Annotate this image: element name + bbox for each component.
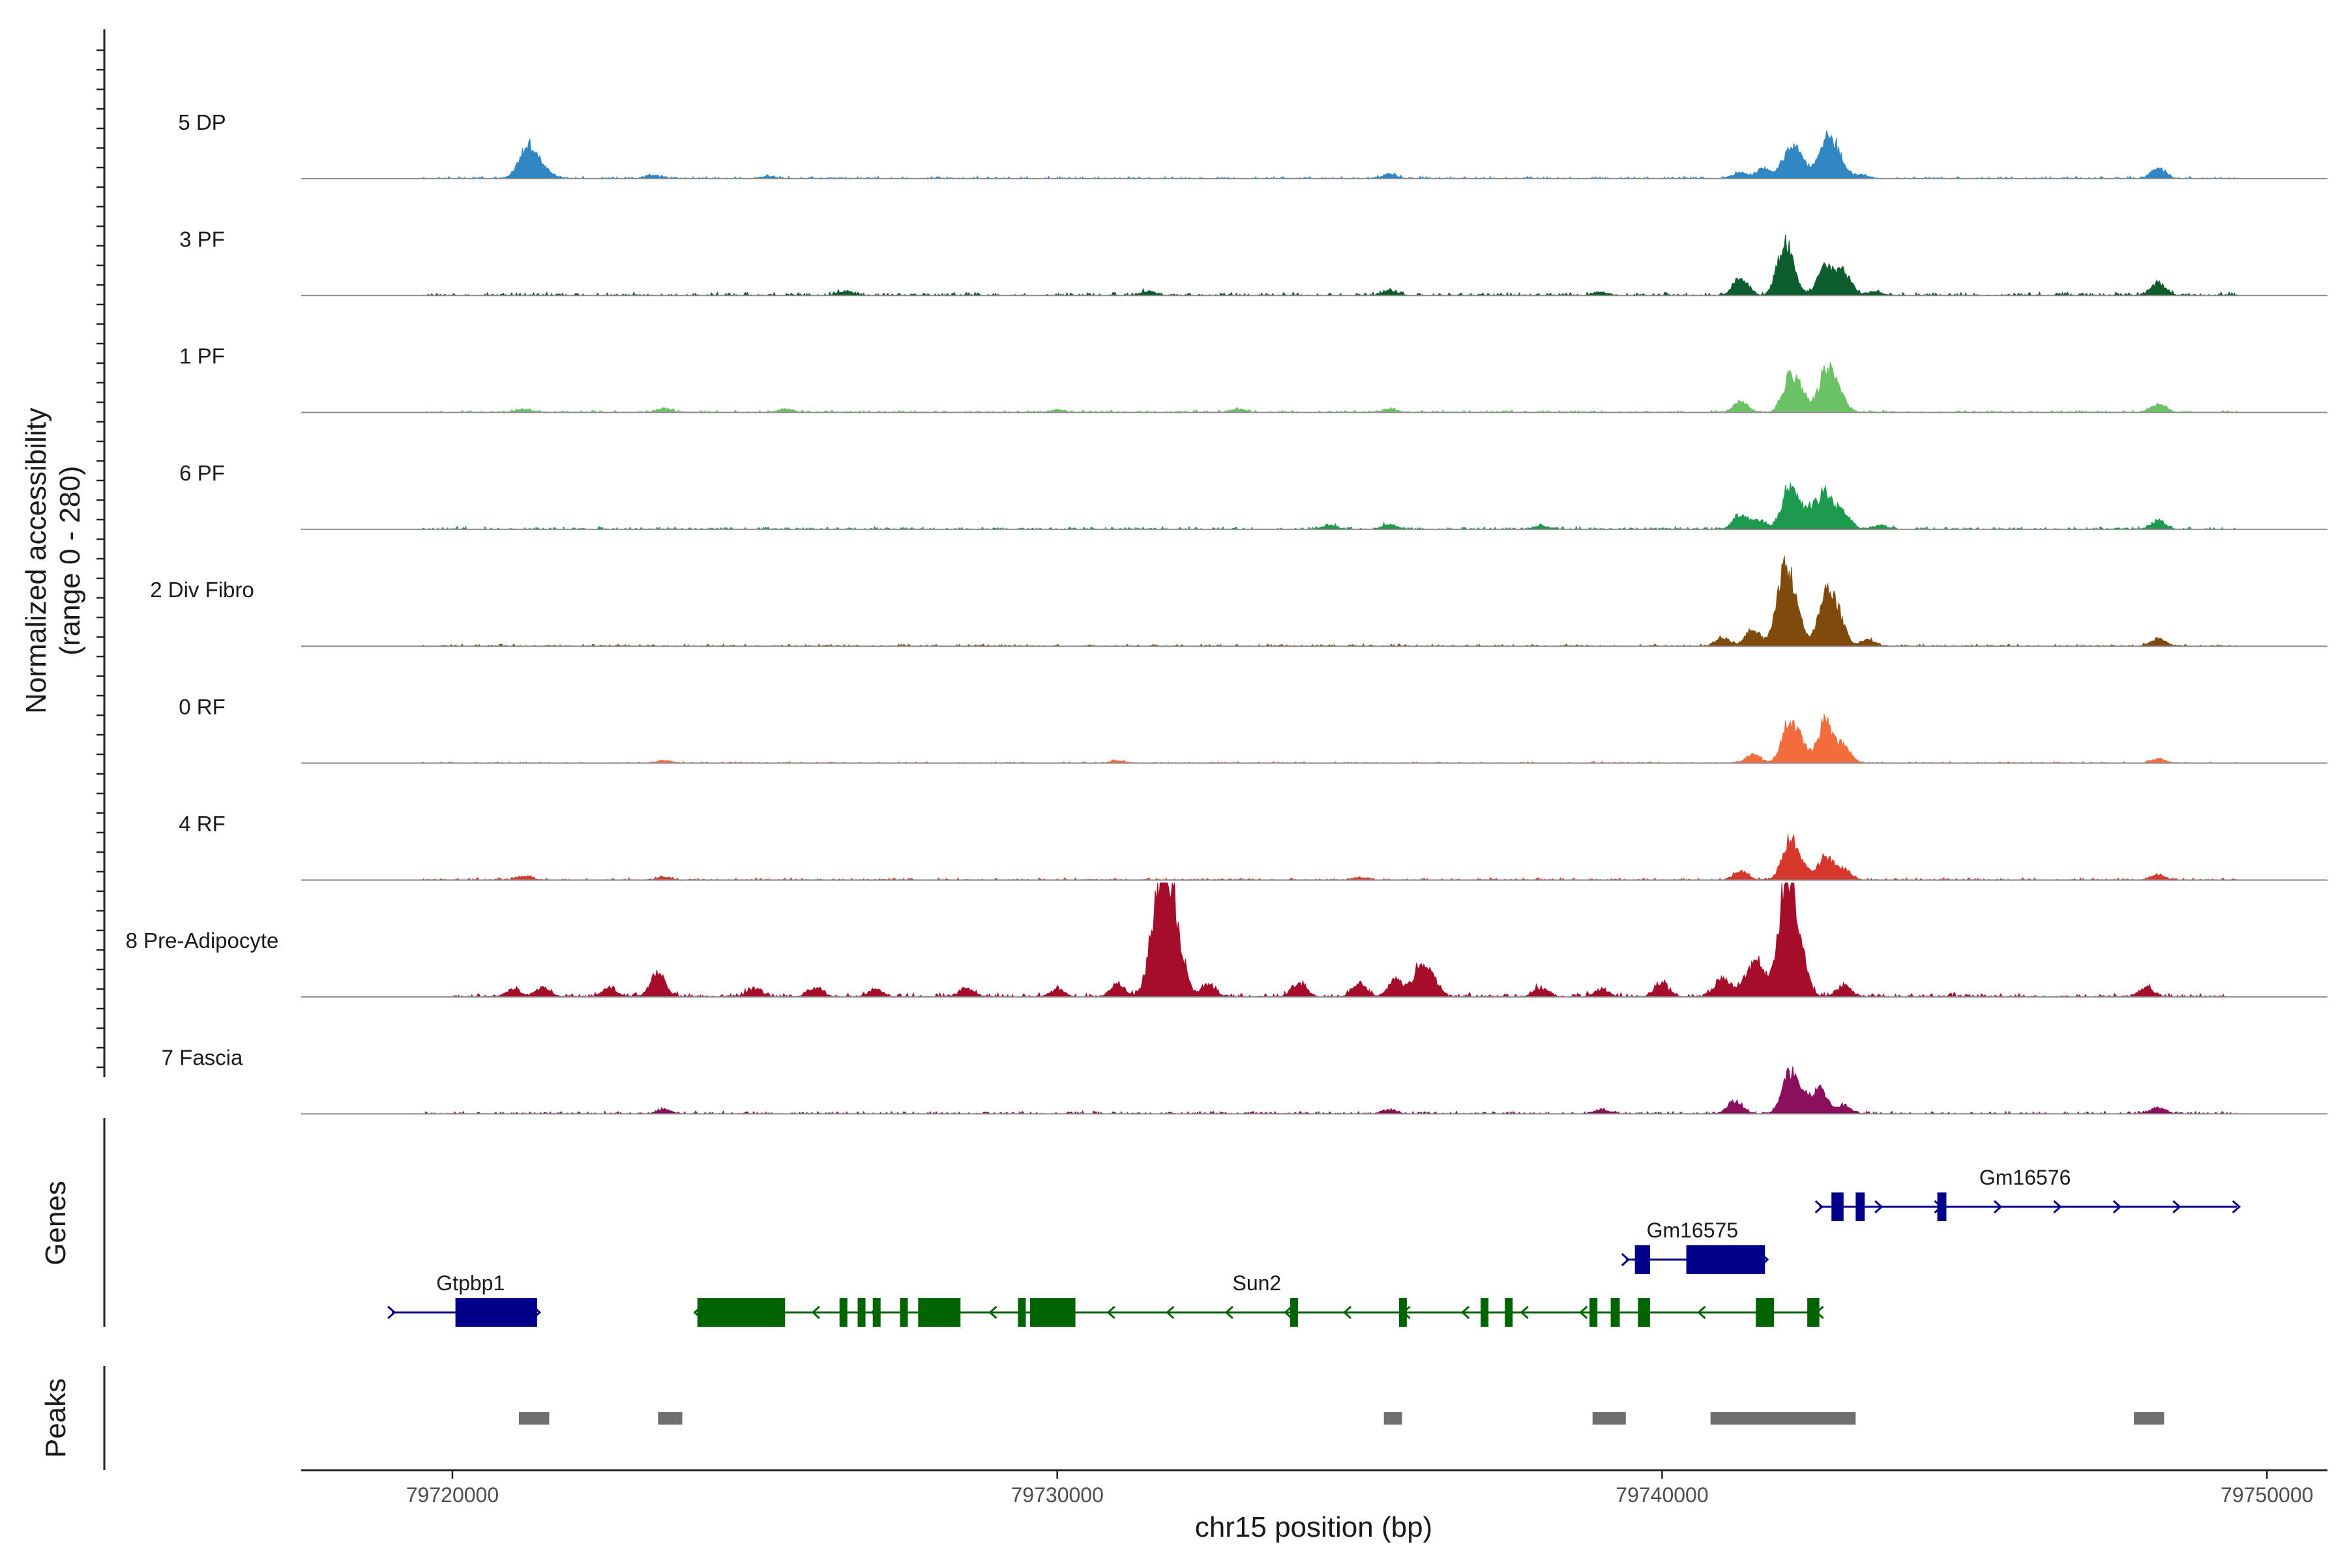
gene-gm16576: Gm16576 <box>1814 1166 2241 1221</box>
strand-arrow <box>988 1305 997 1320</box>
exon <box>1638 1298 1650 1327</box>
exon <box>1505 1298 1513 1327</box>
exon <box>1807 1298 1820 1327</box>
track-8-pre-adipocyte: 8 Pre-Adipocyte <box>126 882 2327 998</box>
coverage-tracks: 5 DP 3 PF 1 PF 6 PF 2 Div Fibro 0 RF 4 RF 8 Pre… <box>126 110 2327 1115</box>
gene-gtpbp1: Gtpbp1 <box>387 1271 542 1327</box>
track-3-pf: 3 PF <box>179 227 2327 297</box>
exon <box>1686 1245 1765 1274</box>
exon <box>1398 1298 1407 1327</box>
peak-region <box>1710 1412 1856 1425</box>
track-label: 4 RF <box>179 812 226 836</box>
peak-region <box>658 1412 683 1425</box>
track-7-fascia: 7 Fascia <box>162 1045 2327 1115</box>
genes-title: Genes <box>40 1181 72 1265</box>
track-5-dp: 5 DP <box>178 110 2327 180</box>
gene-label: Gm16575 <box>1647 1219 1739 1242</box>
x-tick-label: 79750000 <box>2221 1483 2313 1507</box>
peak-region <box>1383 1412 1402 1425</box>
coverage-area <box>421 130 2237 180</box>
x-axis-title: chr15 position (bp) <box>1195 1511 1432 1543</box>
track-label: 0 RF <box>179 695 226 719</box>
exon <box>1831 1192 1844 1221</box>
gene-sun2: Sun2 <box>693 1271 1824 1327</box>
peak-region <box>2134 1412 2164 1425</box>
exon <box>1029 1298 1076 1327</box>
coverage-area <box>451 882 2237 998</box>
exon <box>918 1298 961 1327</box>
strand-arrow <box>387 1305 396 1320</box>
x-tick-label: 79730000 <box>1011 1483 1104 1507</box>
track-1-pf: 1 PF <box>179 344 2327 413</box>
peaks-panel <box>103 1366 2164 1470</box>
exon <box>1481 1298 1489 1327</box>
strand-arrow <box>1342 1305 1352 1320</box>
gene-label: Gtpbp1 <box>436 1271 505 1295</box>
exon <box>900 1298 908 1327</box>
strand-arrow <box>2053 1200 2062 1214</box>
exon <box>697 1298 786 1327</box>
coverage-y-axis <box>96 29 106 1077</box>
coverage-area <box>422 361 2237 413</box>
coverage-area <box>422 482 2237 530</box>
strand-arrow <box>1579 1305 1588 1320</box>
strand-arrow <box>1621 1252 1631 1267</box>
strand-arrow <box>1697 1305 1706 1320</box>
track-label: 8 Pre-Adipocyte <box>126 928 279 953</box>
track-label: 3 PF <box>179 227 225 251</box>
peaks-title: Peaks <box>40 1378 72 1458</box>
exon <box>455 1298 537 1327</box>
strand-arrow <box>811 1305 820 1320</box>
exon <box>872 1298 881 1327</box>
exon <box>1634 1245 1650 1274</box>
track-label: 5 DP <box>178 110 226 134</box>
strand-arrow <box>1224 1305 1233 1320</box>
exon <box>1756 1298 1775 1327</box>
strand-arrow <box>1106 1305 1115 1320</box>
coverage-area <box>421 555 2238 647</box>
gene-label: Sun2 <box>1232 1271 1281 1295</box>
exon <box>1290 1298 1298 1327</box>
track-6-pf: 6 PF <box>179 461 2327 530</box>
exon <box>857 1298 866 1327</box>
exon <box>1855 1192 1865 1221</box>
x-tick-label: 79720000 <box>406 1483 499 1507</box>
track-4-rf: 4 RF <box>179 812 2327 881</box>
track-label: 2 Div Fibro <box>150 578 254 602</box>
track-label: 6 PF <box>179 461 225 485</box>
strand-arrow <box>1874 1200 1883 1214</box>
y-axis-title: Normalized accessibility <box>20 407 52 713</box>
track-label: 7 Fascia <box>162 1045 243 1069</box>
exon <box>1589 1298 1598 1327</box>
strand-arrow <box>2232 1200 2241 1214</box>
strand-arrow <box>1994 1200 2003 1214</box>
exon <box>1018 1298 1026 1327</box>
peak-region <box>518 1412 550 1425</box>
strand-arrow <box>1814 1200 1823 1214</box>
strand-arrow <box>1460 1305 1470 1320</box>
gene-label: Gm16576 <box>1979 1166 2071 1189</box>
track-0-rf: 0 RF <box>179 695 2327 764</box>
coverage-area <box>421 833 2238 881</box>
coverage-area <box>422 1066 2237 1115</box>
y-axis-range: (range 0 - 280) <box>54 466 86 655</box>
x-axis: 79720000 79730000 79740000 79750000 <box>301 1469 2327 1507</box>
strand-arrow <box>2112 1200 2122 1214</box>
track-2-div-fibro: 2 Div Fibro <box>150 555 2327 647</box>
exon <box>1937 1192 1947 1221</box>
coverage-area <box>422 234 2237 297</box>
peak-region <box>1592 1412 1626 1425</box>
strand-arrow <box>2172 1200 2181 1214</box>
track-label: 1 PF <box>179 344 225 368</box>
strand-arrow <box>1520 1305 1529 1320</box>
x-tick-label: 79740000 <box>1616 1483 1708 1507</box>
coverage-area <box>422 714 2237 764</box>
strand-arrow <box>1284 1305 1293 1320</box>
genes-panel: Gtpbp1 Sun2 Gm16575 Gm16576 <box>103 1118 2241 1327</box>
gene-gm16575: Gm16575 <box>1621 1219 1769 1274</box>
strand-arrow <box>1166 1305 1175 1320</box>
exon <box>1610 1298 1620 1327</box>
exon <box>839 1298 848 1327</box>
